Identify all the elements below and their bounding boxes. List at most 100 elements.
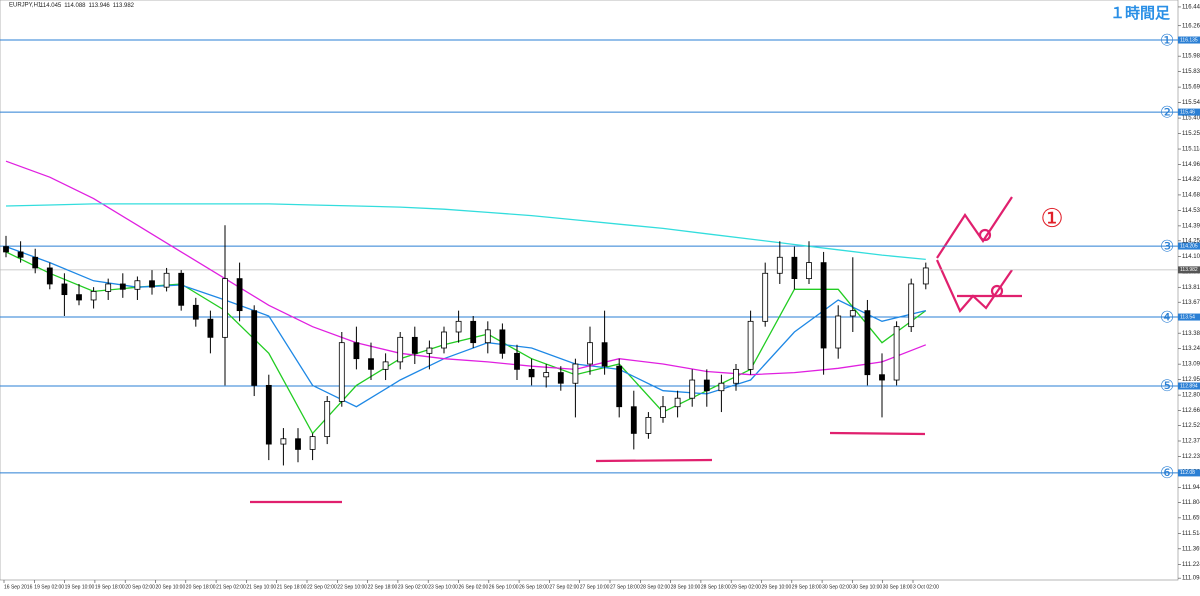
candle-body	[528, 368, 535, 378]
level-tag-value: 116.135	[1180, 37, 1198, 43]
candle-body	[32, 256, 39, 269]
candle-body	[368, 358, 374, 370]
candle-body	[324, 400, 331, 438]
y-tick-label: 112.379	[1182, 439, 1200, 445]
candle-body	[280, 438, 287, 445]
level-tag	[1178, 108, 1200, 116]
y-tick-label: 111.514	[1182, 531, 1200, 537]
y-tick-label: 114.109	[1182, 254, 1200, 260]
x-tick-label: 22 Sep 02:00	[307, 584, 337, 590]
level-label: ①	[1160, 32, 1174, 49]
x-tick-label: 16 Sep 2016	[4, 584, 33, 590]
x-tick-label: 29 Sep 10:00	[762, 584, 792, 590]
candle-body	[543, 372, 550, 378]
y-tick-label: 115.694	[1182, 85, 1200, 91]
candle-body	[295, 438, 301, 450]
y-tick-label: 112.524	[1182, 423, 1200, 429]
candle-body	[587, 342, 593, 365]
candle-body	[514, 352, 520, 370]
candle-body	[645, 416, 652, 434]
candle-body	[660, 406, 666, 418]
symbol: EURJPY,H1	[9, 3, 42, 9]
x-tick-label: 21 Sep 02:00	[216, 584, 246, 590]
x-tick-label: 28 Sep 02:00	[640, 584, 670, 590]
x-tick-label: 21 Sep 10:00	[246, 584, 276, 590]
entry-mark	[990, 284, 1004, 298]
candle-body	[879, 374, 885, 381]
candle-body	[382, 361, 389, 370]
up-scenario	[936, 196, 1013, 259]
level-tag-value: 113.54	[1180, 314, 1195, 320]
level-tag-value: 115.46	[1180, 109, 1195, 115]
candle-body	[893, 326, 900, 381]
y-tick-label: 114.829	[1182, 177, 1200, 183]
candle-body	[776, 256, 783, 274]
candle-body	[908, 283, 915, 328]
support-line	[829, 431, 926, 436]
level-tag	[1178, 242, 1200, 250]
level-tag	[1178, 313, 1200, 321]
candle-body	[207, 318, 214, 338]
x-tick-label: 29 Sep 02:00	[731, 584, 761, 590]
y-tick-label: 112.234	[1182, 454, 1200, 460]
y-tick-label: 111.944	[1182, 485, 1200, 491]
candle-body	[192, 304, 199, 320]
y-tick-label: 115.259	[1182, 131, 1200, 137]
last-bar-value: 114.088	[64, 3, 86, 9]
y-tick-label: 114.254	[1182, 238, 1200, 244]
x-tick-label: 3 Oct 02:00	[913, 584, 939, 590]
candle-body	[835, 315, 842, 349]
x-tick-label: 22 Sep 18:00	[368, 584, 398, 590]
y-tick-label: 115.114	[1182, 147, 1200, 153]
candle-body	[572, 363, 579, 384]
candle-body	[163, 272, 170, 288]
y-tick-label: 113.819	[1182, 285, 1200, 291]
candle-body	[791, 256, 798, 280]
x-tick-label: 27 Sep 18:00	[610, 584, 640, 590]
x-tick-label: 19 Sep 18:00	[95, 584, 125, 590]
last-bar: 114.045 114.088 113.946 113.982	[40, 3, 135, 9]
candle-body	[149, 280, 155, 288]
y-tick-label: 111.659	[1182, 515, 1200, 521]
candle-body	[820, 262, 827, 349]
x-tick-label: 21 Sep 18:00	[277, 584, 307, 590]
candle-body	[630, 406, 637, 434]
x-tick-label: 30 Sep 10:00	[852, 584, 882, 590]
y-tick-label: 114.394	[1182, 223, 1200, 229]
y-tick-label: 114.684	[1182, 193, 1200, 199]
drawings	[250, 196, 1022, 504]
candle-body	[864, 310, 871, 376]
candle-body	[338, 342, 345, 402]
candle-body	[601, 342, 608, 367]
candle-body	[178, 272, 185, 306]
level-tag	[1178, 382, 1200, 390]
candle-body	[470, 320, 477, 344]
candle-body	[265, 384, 272, 445]
candle-body	[222, 278, 228, 338]
candle-body	[455, 320, 462, 333]
last-price-tag	[1178, 266, 1200, 274]
x-tick-label: 30 Sep 18:00	[883, 584, 913, 590]
y-tick-label: 112.954	[1182, 377, 1200, 383]
x-tick-label: 27 Sep 10:00	[580, 584, 610, 590]
candle-body	[484, 329, 491, 344]
candle-body	[134, 280, 141, 290]
candle-body	[747, 320, 754, 370]
x-tick-label: 23 Sep 10:00	[428, 584, 458, 590]
x-tick-label: 22 Sep 10:00	[337, 584, 367, 590]
candle-body	[718, 382, 725, 392]
x-tick-label: 26 Sep 18:00	[519, 584, 549, 590]
entry-mark	[978, 228, 992, 242]
candle-body	[353, 342, 360, 360]
x-tick-label: 28 Sep 10:00	[671, 584, 701, 590]
y-tick-label: 113.244	[1182, 346, 1200, 352]
candle-body	[90, 291, 97, 301]
x-tick-label: 19 Sep 10:00	[65, 584, 95, 590]
level-label: ⑤	[1160, 378, 1174, 395]
y-tick-label: 115.839	[1182, 69, 1200, 75]
y-tick-label: 112.664	[1182, 408, 1200, 414]
y-tick-label: 115.549	[1182, 100, 1200, 106]
candle-body	[441, 331, 447, 349]
candle-body	[703, 379, 710, 392]
candle-body	[251, 310, 258, 386]
